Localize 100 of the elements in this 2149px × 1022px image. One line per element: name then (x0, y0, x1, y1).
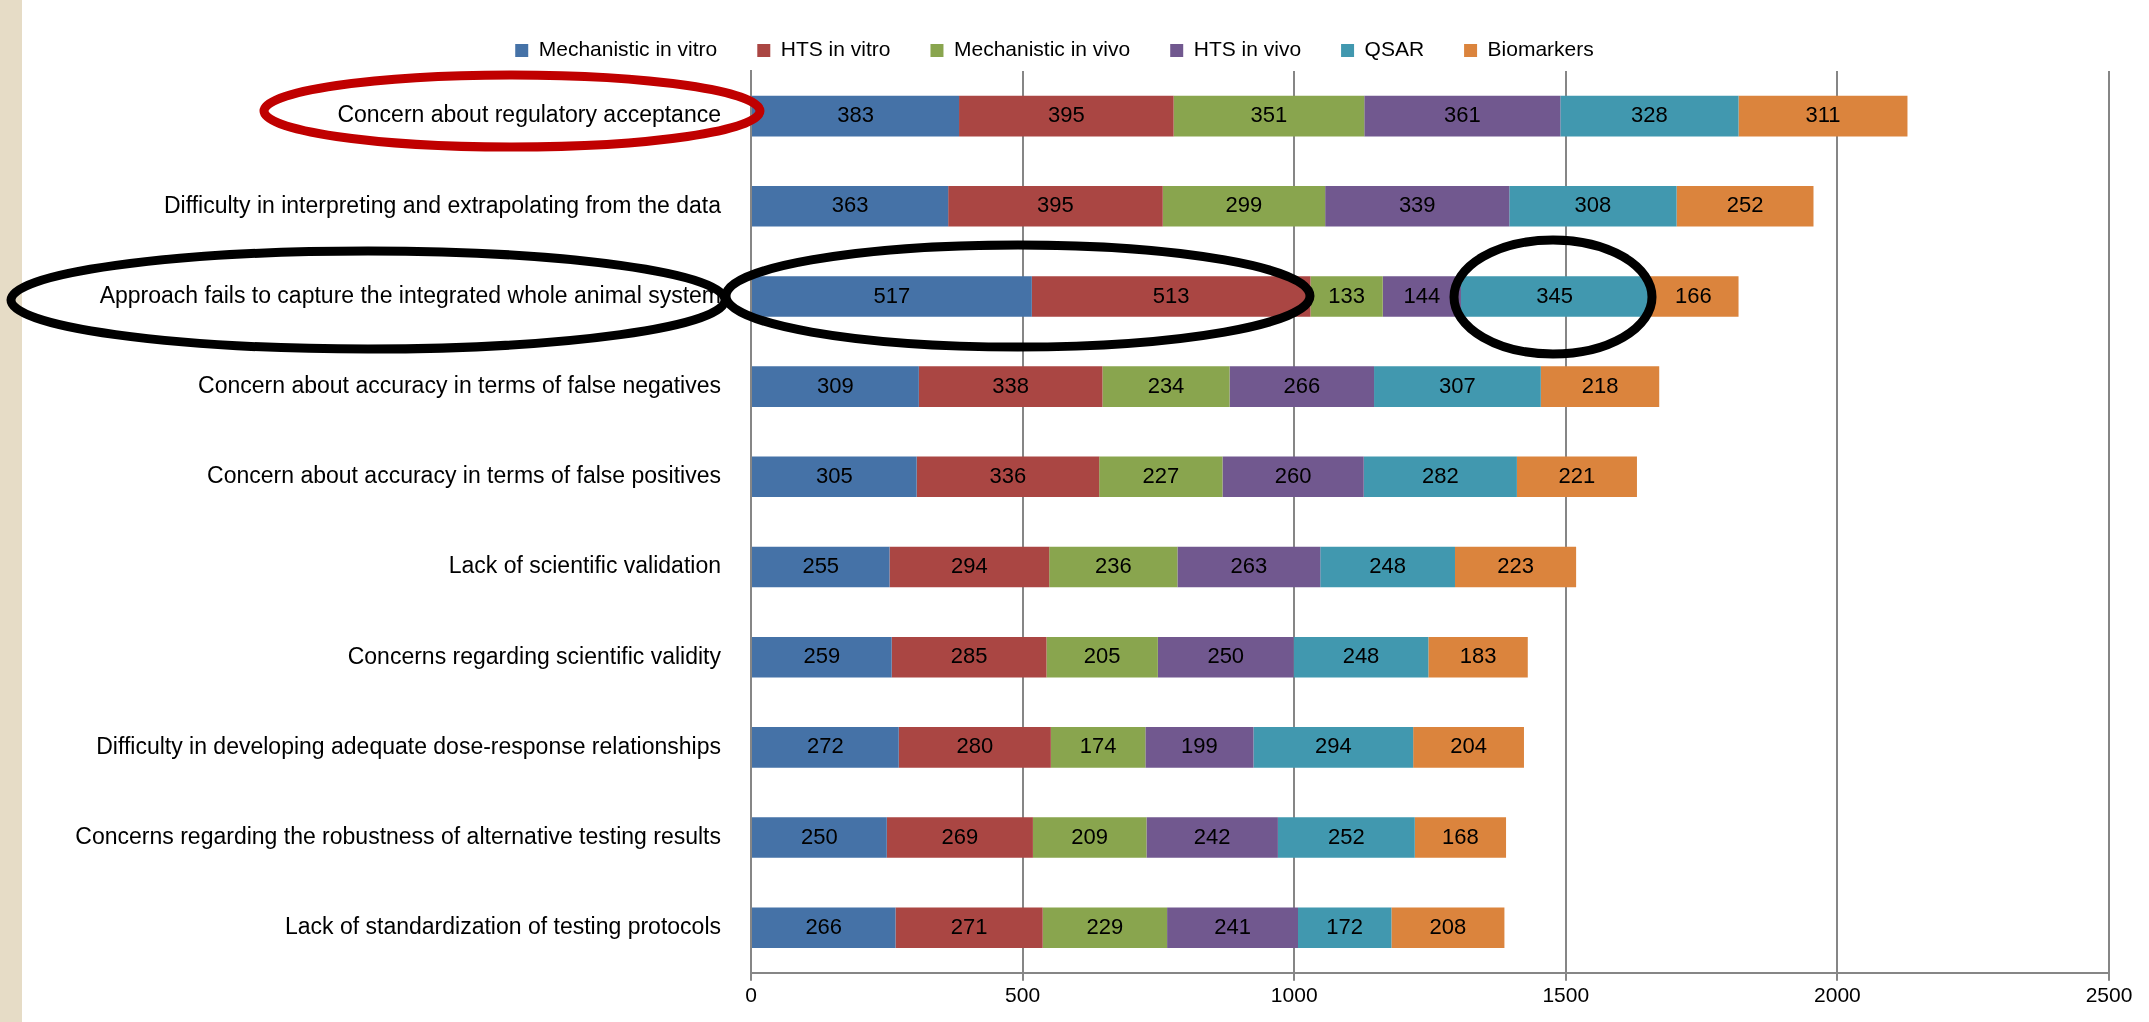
x-tick-label: 500 (1005, 983, 1041, 1007)
bar (1157, 636, 1294, 678)
legend-label: Mechanistic in vitro (538, 37, 718, 61)
bar (1364, 95, 1561, 137)
bar (752, 907, 896, 948)
data-label: 351 (1250, 102, 1288, 128)
data-label: 309 (817, 372, 854, 398)
bar (752, 546, 890, 588)
bar (1177, 546, 1321, 588)
y-tick-label: Concerns regarding the robustness of alternative testing results (75, 822, 721, 849)
data-label: 234 (1147, 372, 1185, 398)
data-label: 166 (1675, 282, 1712, 308)
legend-label: Mechanistic in vivo (953, 37, 1131, 61)
data-label: 144 (1403, 282, 1441, 308)
bar (1046, 636, 1158, 678)
bar (948, 185, 1163, 227)
data-label: 183 (1459, 643, 1497, 669)
bar (752, 727, 899, 768)
data-label: 242 (1193, 823, 1231, 849)
data-label: 223 (1497, 553, 1534, 579)
data-label: 280 (956, 733, 994, 759)
bar (1162, 185, 1326, 227)
data-label: 395 (1037, 192, 1074, 218)
data-label: 241 (1214, 913, 1251, 939)
bar (752, 636, 892, 678)
data-label: 205 (1083, 643, 1121, 669)
x-tick-label: 2000 (1814, 983, 1861, 1007)
data-label: 236 (1094, 553, 1132, 579)
data-label: 513 (1152, 282, 1190, 308)
x-tick-label: 1500 (1542, 983, 1590, 1007)
y-tick-label: Lack of scientific validation (448, 552, 721, 579)
data-label: 305 (815, 462, 853, 488)
bar (1676, 185, 1814, 227)
data-label: 266 (805, 913, 843, 939)
bar (1509, 185, 1677, 227)
bar (1560, 95, 1739, 137)
data-label: 311 (1805, 102, 1841, 128)
data-label: 338 (992, 372, 1030, 398)
bar (1374, 366, 1541, 407)
data-label: 221 (1558, 462, 1596, 488)
bar (898, 727, 1051, 768)
data-label: 272 (807, 733, 844, 759)
data-label: 363 (831, 192, 869, 218)
y-tick-label: Concern about accuracy in terms of false positives (207, 462, 721, 489)
data-label: 345 (1536, 282, 1574, 308)
bar (1428, 636, 1528, 678)
legend-label: QSAR (1364, 37, 1425, 61)
data-label: 252 (1327, 823, 1365, 849)
data-label: 255 (802, 553, 840, 579)
data-label: 199 (1181, 733, 1218, 759)
legend-label: Biomarkers (1487, 37, 1594, 61)
y-tick-label: Concern about regulatory acceptance (337, 101, 721, 128)
bar (1414, 817, 1507, 858)
data-label: 260 (1274, 462, 1312, 488)
bar (1229, 366, 1375, 407)
bar (1298, 907, 1392, 948)
data-label: 209 (1071, 823, 1109, 849)
data-label: 361 (1443, 102, 1481, 128)
bar (1277, 817, 1415, 858)
x-tick-label: 2500 (2085, 983, 2133, 1007)
data-label: 285 (950, 643, 988, 669)
data-label: 218 (1581, 372, 1619, 398)
data-label: 395 (1047, 102, 1085, 128)
bar (1102, 366, 1230, 407)
bar (1293, 636, 1429, 678)
bar (959, 95, 1174, 137)
data-label: 208 (1429, 913, 1467, 939)
bar (752, 95, 960, 137)
bar (1391, 907, 1505, 948)
data-label: 517 (873, 282, 911, 308)
bar (1320, 546, 1455, 588)
bar (1032, 817, 1147, 858)
bar (895, 907, 1043, 948)
bar (1031, 276, 1311, 317)
data-label: 248 (1342, 643, 1380, 669)
bar (891, 636, 1047, 678)
bar (886, 817, 1033, 858)
bar (1173, 95, 1365, 137)
data-label: 259 (803, 643, 841, 669)
data-label: 328 (1631, 102, 1668, 128)
data-label: 227 (1142, 462, 1180, 488)
bar (1146, 817, 1278, 858)
data-label: 269 (941, 823, 979, 849)
bar (1363, 456, 1517, 498)
bar (752, 276, 1032, 317)
bar (1050, 727, 1146, 768)
y-tick-label: Difficulty in interpreting and extrapolating from the data (164, 191, 722, 218)
legend-label: HTS in vitro (780, 37, 891, 61)
bar (1738, 95, 1908, 137)
data-label: 168 (1442, 823, 1479, 849)
bar (1099, 456, 1223, 498)
data-label: 336 (989, 462, 1027, 488)
bar (1253, 727, 1414, 768)
bar (1049, 546, 1178, 588)
y-tick-label: Difficulty in developing adequate dose-response relationships (96, 732, 721, 759)
data-label: 229 (1086, 913, 1124, 939)
bar (752, 817, 887, 858)
bar (1516, 456, 1637, 498)
bar (918, 366, 1103, 407)
bar (889, 546, 1050, 588)
